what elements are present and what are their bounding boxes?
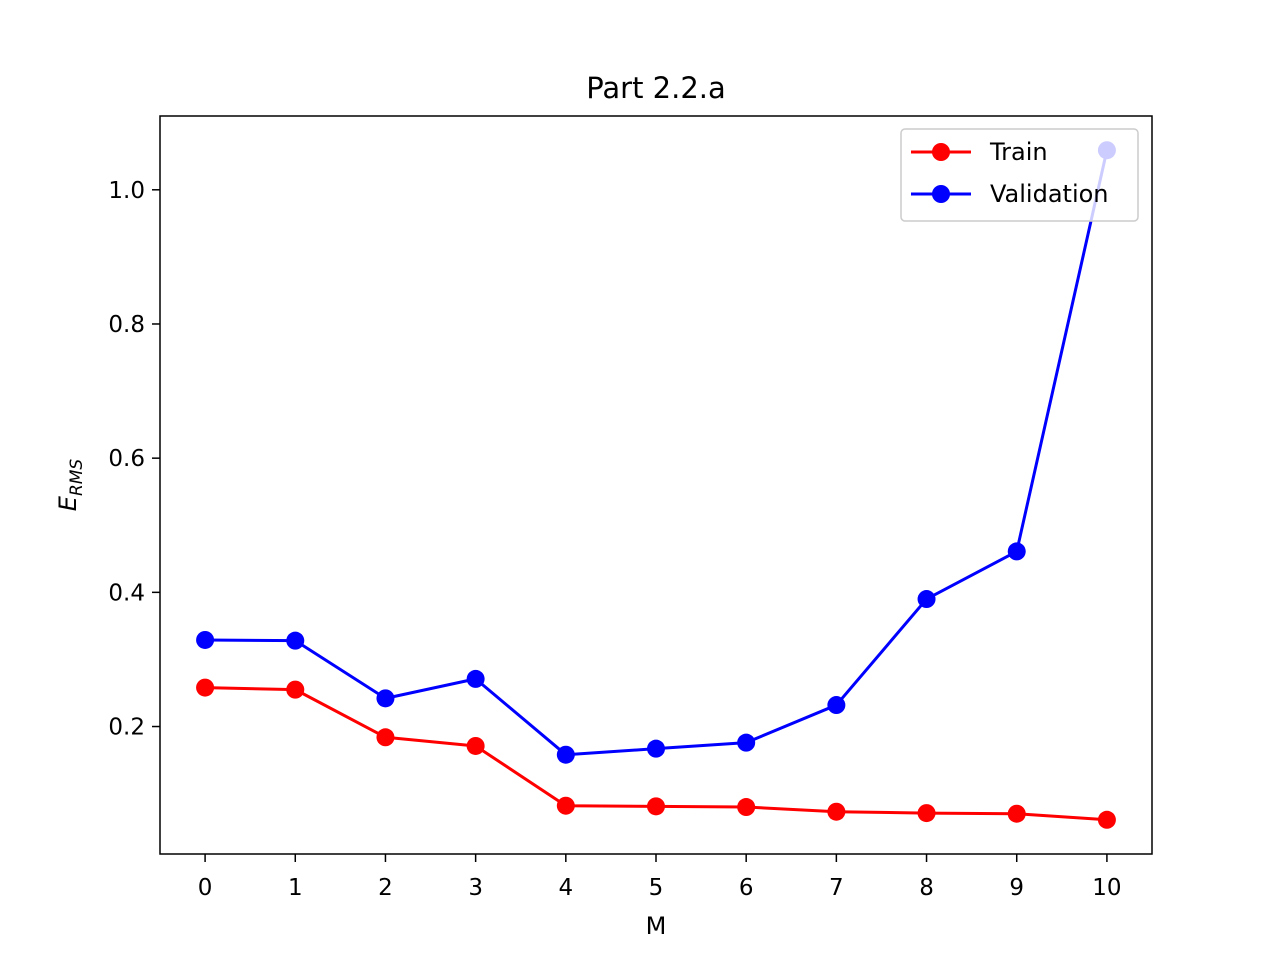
data-point-validation [647, 739, 665, 758]
x-tick-label: 4 [558, 875, 573, 901]
data-point-train [196, 678, 215, 697]
data-point-validation [917, 590, 936, 609]
legend-marker [932, 143, 950, 161]
y-tick-label: 0.4 [108, 580, 145, 606]
legend-marker [932, 185, 950, 203]
legend-label: Train [989, 138, 1048, 166]
legend: Train Validation [900, 128, 1139, 222]
x-tick-label: 10 [1092, 875, 1121, 901]
y-tick-label: 1.0 [108, 178, 145, 204]
x-tick-label: 8 [919, 875, 934, 901]
data-point-train [827, 802, 846, 821]
data-point-train [556, 796, 575, 815]
data-point-train [286, 680, 305, 699]
y-axis: 0.2 0.4 0.6 0.8 1.0 [108, 178, 160, 741]
data-point-train [1097, 810, 1116, 829]
data-point-validation [1007, 542, 1026, 561]
data-point-train [466, 736, 485, 755]
data-point-train [737, 798, 756, 817]
x-axis: 0 1 2 3 4 5 6 7 8 9 10 [198, 854, 1122, 901]
data-point-train [376, 728, 395, 747]
chart-title: Part 2.2.a [586, 71, 726, 105]
x-tick-label: 6 [739, 875, 754, 901]
x-tick-label: 0 [198, 875, 213, 901]
plot-area [196, 141, 1116, 829]
x-tick-label: 7 [829, 875, 844, 901]
data-point-validation [466, 669, 485, 688]
y-axis-label-main: E [54, 495, 82, 511]
data-point-train [917, 804, 936, 823]
x-tick-label: 1 [288, 875, 303, 901]
y-tick-label: 0.8 [108, 312, 145, 338]
data-point-validation [737, 733, 756, 752]
y-axis-label: ERMS [54, 459, 87, 512]
series-train [196, 678, 1116, 829]
data-point-validation [376, 689, 395, 708]
x-axis-label: M [646, 912, 667, 940]
x-tick-label: 3 [468, 875, 483, 901]
x-tick-label: 2 [378, 875, 393, 901]
y-tick-label: 0.2 [108, 715, 145, 741]
data-point-validation [196, 630, 215, 649]
x-tick-label: 5 [649, 875, 664, 901]
x-tick-label: 9 [1009, 875, 1024, 901]
legend-label: Validation [990, 180, 1109, 208]
y-axis-label-sub: RMS [67, 459, 87, 496]
data-point-train [647, 797, 665, 816]
data-point-train [1007, 804, 1026, 823]
data-point-validation [827, 696, 846, 715]
y-tick-label: 0.6 [108, 446, 145, 472]
data-point-validation [286, 631, 305, 650]
data-point-validation [556, 745, 575, 764]
